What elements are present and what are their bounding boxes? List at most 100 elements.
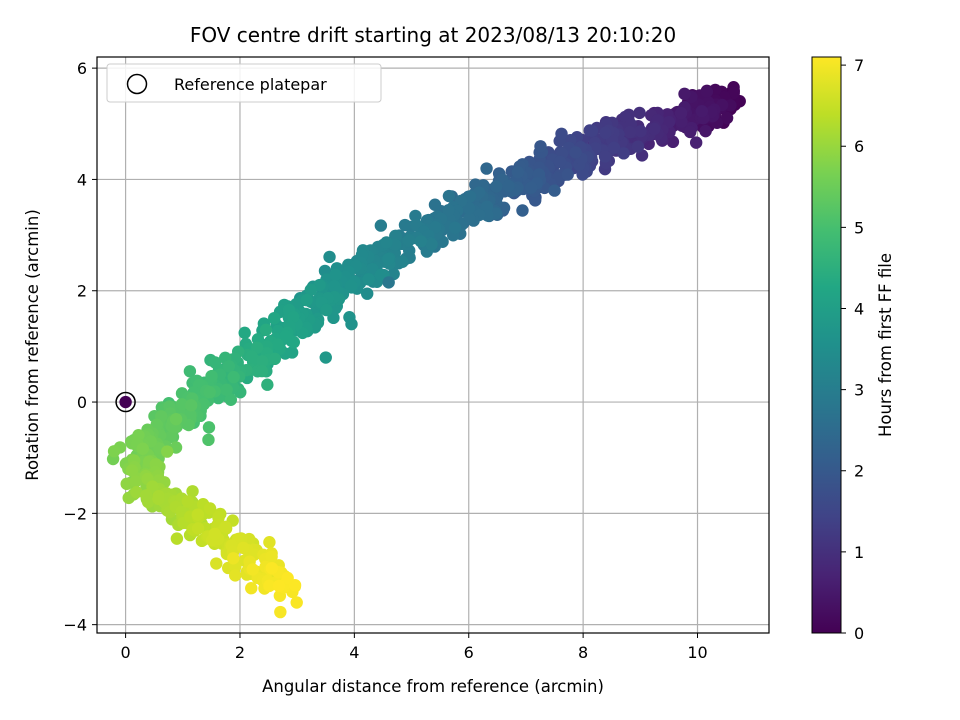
data-point bbox=[227, 370, 240, 384]
x-tick-label: 10 bbox=[687, 643, 707, 662]
colorbar-tick-label: 2 bbox=[854, 462, 864, 481]
data-point bbox=[238, 326, 251, 340]
data-point bbox=[130, 485, 143, 499]
data-point bbox=[674, 106, 688, 120]
data-point bbox=[623, 125, 637, 139]
data-point bbox=[265, 550, 278, 563]
data-point bbox=[448, 221, 462, 235]
data-point bbox=[569, 146, 582, 159]
x-tick-label: 0 bbox=[121, 643, 131, 662]
data-point bbox=[183, 365, 197, 378]
data-point bbox=[256, 355, 269, 368]
data-point bbox=[380, 236, 393, 249]
data-point bbox=[255, 364, 269, 378]
data-point bbox=[202, 421, 216, 434]
reference-marker bbox=[115, 391, 136, 413]
data-point bbox=[203, 386, 216, 399]
data-point bbox=[678, 87, 691, 101]
data-point bbox=[409, 209, 422, 223]
colorbar-label: Hours from first FF file bbox=[876, 253, 895, 437]
data-point bbox=[227, 552, 240, 565]
data-point bbox=[425, 238, 438, 251]
data-point bbox=[442, 189, 456, 203]
data-point-outlier bbox=[319, 351, 332, 364]
data-point bbox=[633, 106, 646, 120]
data-point bbox=[263, 579, 276, 593]
data-point bbox=[428, 221, 442, 234]
data-point bbox=[272, 579, 286, 593]
data-point bbox=[261, 378, 274, 391]
data-point bbox=[296, 326, 309, 340]
data-point bbox=[374, 268, 388, 282]
data-point bbox=[219, 520, 232, 534]
data-point bbox=[502, 179, 515, 193]
data-point bbox=[689, 136, 703, 149]
colorbar-gradient bbox=[811, 56, 842, 634]
data-point bbox=[271, 338, 284, 351]
data-point bbox=[203, 502, 217, 515]
data-point bbox=[191, 522, 205, 535]
data-point bbox=[599, 126, 612, 140]
data-point bbox=[576, 168, 589, 181]
colorbar-ticks: 0 1 2 3 4 5 6 7 bbox=[841, 56, 864, 643]
data-point bbox=[208, 356, 222, 369]
data-point bbox=[727, 86, 740, 100]
data-point bbox=[362, 273, 375, 286]
data-point bbox=[170, 532, 184, 545]
data-point bbox=[224, 393, 238, 406]
colorbar-tick-label: 4 bbox=[854, 299, 864, 318]
data-point bbox=[631, 140, 645, 153]
data-point bbox=[480, 162, 493, 175]
data-point bbox=[181, 495, 194, 508]
data-point bbox=[414, 235, 428, 248]
data-point bbox=[700, 85, 714, 98]
data-point bbox=[246, 563, 259, 576]
data-point bbox=[161, 445, 174, 458]
data-point bbox=[345, 279, 358, 293]
data-point bbox=[490, 180, 503, 193]
colorbar-tick-label: 0 bbox=[854, 624, 864, 643]
data-point bbox=[129, 475, 142, 488]
data-point bbox=[511, 165, 525, 179]
data-point bbox=[382, 252, 395, 266]
data-point bbox=[648, 122, 661, 136]
data-point bbox=[462, 201, 476, 215]
colorbar-tick-label: 5 bbox=[854, 218, 864, 237]
x-tick-label: 2 bbox=[235, 643, 245, 662]
y-tick-label: 6 bbox=[77, 59, 87, 78]
data-point bbox=[442, 204, 455, 217]
data-point bbox=[229, 569, 242, 582]
data-point bbox=[237, 541, 250, 555]
data-point-outlier bbox=[345, 317, 358, 331]
data-point bbox=[245, 582, 258, 595]
colorbar-tick-label: 1 bbox=[854, 543, 864, 562]
colorbar-tick-label: 3 bbox=[854, 381, 864, 400]
plot-frame bbox=[96, 56, 770, 634]
data-point bbox=[555, 127, 568, 141]
data-point bbox=[152, 492, 165, 506]
data-point bbox=[279, 329, 292, 343]
data-point bbox=[617, 147, 630, 160]
data-point bbox=[136, 442, 149, 455]
data-point bbox=[191, 508, 205, 521]
data-point bbox=[361, 287, 374, 300]
data-point bbox=[268, 311, 281, 325]
data-point bbox=[524, 181, 538, 194]
colorbar bbox=[811, 56, 842, 634]
data-point bbox=[175, 398, 189, 411]
data-point bbox=[107, 445, 121, 458]
data-point bbox=[585, 124, 599, 137]
y-tick-label: −2 bbox=[63, 504, 87, 523]
reference-point bbox=[119, 395, 132, 409]
data-point bbox=[695, 105, 709, 118]
data-point bbox=[141, 495, 155, 509]
data-point bbox=[202, 433, 215, 447]
data-point bbox=[327, 311, 340, 325]
data-point bbox=[480, 200, 494, 213]
chart-title: FOV centre drift starting at 2023/08/13 … bbox=[190, 23, 676, 47]
y-tick-label: 4 bbox=[77, 170, 87, 189]
colorbar-tick-label: 6 bbox=[854, 137, 864, 156]
data-point bbox=[323, 250, 336, 264]
data-point bbox=[205, 369, 218, 383]
